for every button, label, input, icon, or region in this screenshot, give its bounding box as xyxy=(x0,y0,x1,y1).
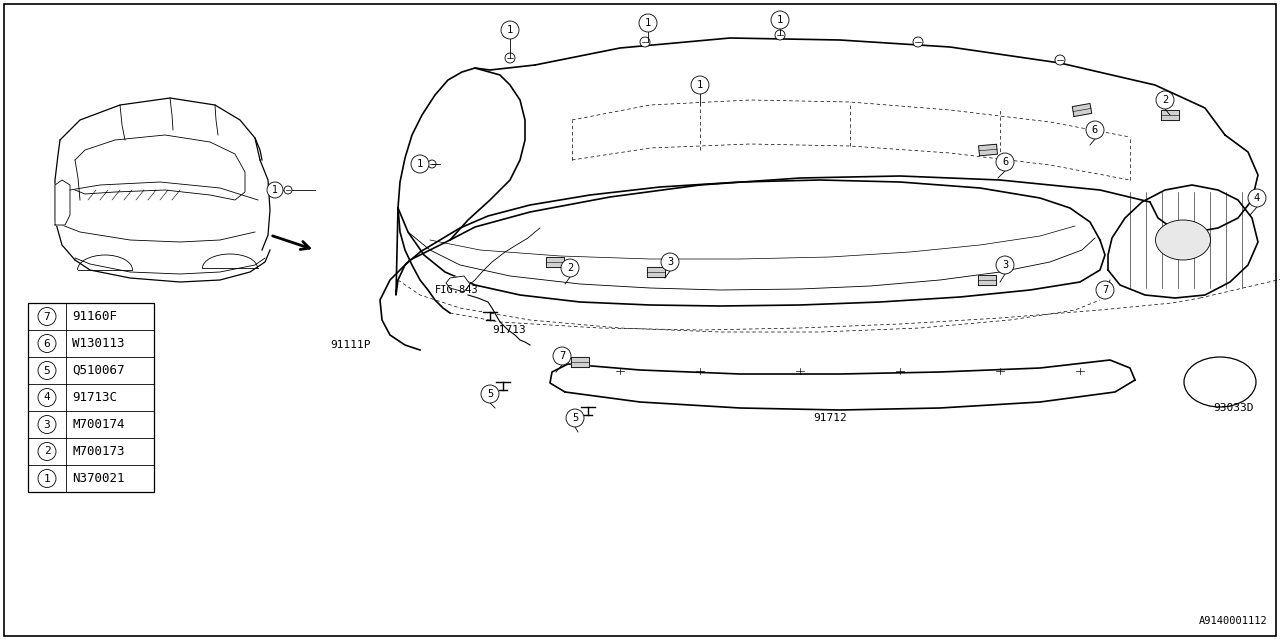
Text: 5: 5 xyxy=(44,365,50,376)
Text: 91111P: 91111P xyxy=(330,340,370,350)
Circle shape xyxy=(38,335,56,353)
Circle shape xyxy=(428,160,436,168)
Circle shape xyxy=(38,307,56,326)
Text: 3: 3 xyxy=(44,419,50,429)
Polygon shape xyxy=(55,180,70,225)
Text: 91160F: 91160F xyxy=(72,310,116,323)
Polygon shape xyxy=(1108,185,1258,298)
Circle shape xyxy=(1248,189,1266,207)
Circle shape xyxy=(553,347,571,365)
Circle shape xyxy=(1096,281,1114,299)
Ellipse shape xyxy=(1184,357,1256,407)
Text: 91713C: 91713C xyxy=(72,391,116,404)
Circle shape xyxy=(1085,121,1103,139)
Circle shape xyxy=(996,153,1014,171)
Circle shape xyxy=(640,37,650,47)
Polygon shape xyxy=(445,276,470,292)
Polygon shape xyxy=(396,180,1105,306)
Circle shape xyxy=(639,14,657,32)
Text: 2: 2 xyxy=(44,447,50,456)
Ellipse shape xyxy=(1156,220,1211,260)
Polygon shape xyxy=(979,144,997,156)
Text: W130113: W130113 xyxy=(72,337,124,350)
Polygon shape xyxy=(571,357,589,367)
Text: 2: 2 xyxy=(1162,95,1169,105)
Text: 1: 1 xyxy=(777,15,783,25)
Circle shape xyxy=(566,409,584,427)
Circle shape xyxy=(1156,91,1174,109)
Text: 4: 4 xyxy=(44,392,50,403)
Circle shape xyxy=(1055,55,1065,65)
Text: 5: 5 xyxy=(486,389,493,399)
Circle shape xyxy=(38,470,56,488)
Circle shape xyxy=(500,21,518,39)
Text: 3: 3 xyxy=(667,257,673,267)
Circle shape xyxy=(660,253,678,271)
Text: 1: 1 xyxy=(507,25,513,35)
Circle shape xyxy=(506,53,515,63)
Text: 7: 7 xyxy=(559,351,566,361)
Polygon shape xyxy=(547,257,564,267)
Text: N370021: N370021 xyxy=(72,472,124,485)
Text: 1: 1 xyxy=(696,80,703,90)
Text: 7: 7 xyxy=(44,312,50,321)
Circle shape xyxy=(38,442,56,461)
Circle shape xyxy=(913,37,923,47)
Circle shape xyxy=(561,259,579,277)
Circle shape xyxy=(996,256,1014,274)
Text: 6: 6 xyxy=(44,339,50,349)
Polygon shape xyxy=(451,38,1258,240)
Text: 1: 1 xyxy=(273,185,278,195)
Circle shape xyxy=(38,388,56,406)
Polygon shape xyxy=(978,275,996,285)
Polygon shape xyxy=(646,267,666,277)
Text: 7: 7 xyxy=(1102,285,1108,295)
Circle shape xyxy=(691,76,709,94)
Text: 6: 6 xyxy=(1002,157,1009,167)
Text: 6: 6 xyxy=(1092,125,1098,135)
Polygon shape xyxy=(550,360,1135,410)
Text: 3: 3 xyxy=(1002,260,1009,270)
Text: A9140001112: A9140001112 xyxy=(1199,616,1268,626)
Text: 93033D: 93033D xyxy=(1213,403,1253,413)
Text: 5: 5 xyxy=(572,413,579,423)
Text: Q510067: Q510067 xyxy=(72,364,124,377)
Circle shape xyxy=(284,186,292,194)
Text: 4: 4 xyxy=(1254,193,1260,203)
Text: M700173: M700173 xyxy=(72,445,124,458)
Text: 2: 2 xyxy=(567,263,573,273)
Circle shape xyxy=(38,362,56,380)
Text: FIG.843: FIG.843 xyxy=(435,285,479,295)
Circle shape xyxy=(411,155,429,173)
Text: 1: 1 xyxy=(645,18,652,28)
Circle shape xyxy=(481,385,499,403)
Circle shape xyxy=(774,30,785,40)
Text: 91713: 91713 xyxy=(492,325,526,335)
Text: M700174: M700174 xyxy=(72,418,124,431)
Polygon shape xyxy=(1161,110,1179,120)
Circle shape xyxy=(38,415,56,433)
Polygon shape xyxy=(1073,104,1092,116)
Text: 1: 1 xyxy=(44,474,50,483)
Circle shape xyxy=(268,182,283,198)
Text: 1: 1 xyxy=(417,159,424,169)
Bar xyxy=(28,303,154,492)
Text: 91712: 91712 xyxy=(813,413,847,423)
Circle shape xyxy=(771,11,788,29)
